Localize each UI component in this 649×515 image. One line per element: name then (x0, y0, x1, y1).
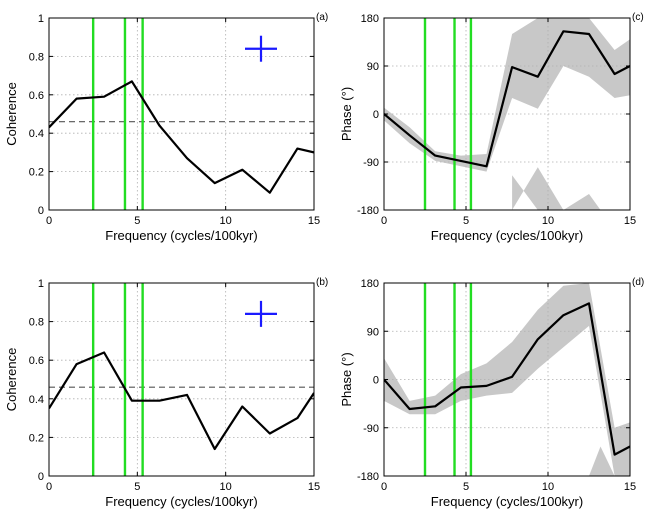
x-tick-label: 10 (542, 481, 554, 493)
x-axis-label: Frequency (cycles/100kyr) (431, 228, 583, 243)
y-tick-label: 0.2 (29, 167, 44, 179)
x-tick-label: 10 (220, 215, 232, 227)
y-tick-label: 1 (38, 278, 44, 290)
x-tick-label: 15 (624, 481, 636, 493)
y-tick-label: 0.2 (29, 432, 44, 444)
plus-marker (245, 300, 277, 327)
y-tick-label: 0.6 (29, 90, 44, 102)
y-tick-label: -180 (357, 205, 379, 217)
x-tick-label: 15 (624, 215, 636, 227)
series-line (384, 302, 630, 456)
x-tick-label: 0 (381, 481, 387, 493)
y-axis-label: Phase (°) (339, 352, 354, 406)
series-line (49, 351, 314, 451)
panel-label: (a) (316, 12, 328, 23)
plot-area (49, 18, 314, 210)
panel-label: (d) (632, 277, 644, 288)
y-tick-label: -180 (357, 471, 379, 483)
axes-frame (48, 282, 315, 477)
panel-c: 0 5 10 15 -180 -90 0 90 180 Frequency (cycles/100… (339, 12, 644, 243)
x-tick-label: 0 (381, 215, 387, 227)
series-line (49, 80, 314, 194)
y-tick-label: 0.4 (29, 128, 44, 140)
x-tick-label: 5 (463, 215, 469, 227)
x-axis-label: Frequency (cycles/100kyr) (105, 494, 257, 509)
y-tick-label: 90 (367, 61, 379, 73)
panel-a: 0 5 10 15 0 0.2 0.4 0.6 0.8 1 Frequency (cycles/10… (4, 12, 328, 243)
plot-area (384, 283, 630, 476)
panel-b: 0 5 10 15 0 0.2 0.4 0.6 0.8 1 Frequency (cycles/10… (4, 277, 328, 509)
x-tick-label: 0 (46, 215, 52, 227)
panel-label: (c) (632, 12, 644, 23)
x-tick-label: 0 (46, 481, 52, 493)
y-axis-label: Coherence (4, 348, 19, 412)
plot-area (384, 18, 630, 210)
x-tick-label: 5 (134, 481, 140, 493)
x-tick-label: 5 (134, 215, 140, 227)
plot-area (49, 283, 314, 476)
y-tick-label: 0 (38, 471, 44, 483)
x-tick-label: 15 (308, 481, 320, 493)
panel-d: 0 5 10 15 -180 -90 0 90 180 Frequency (cycles/100… (339, 277, 644, 509)
x-tick-label: 15 (308, 215, 320, 227)
y-axis-label: Phase (°) (339, 87, 354, 141)
y-tick-label: 0 (38, 205, 44, 217)
confidence-band (512, 167, 564, 210)
confidence-band (589, 446, 615, 476)
confidence-band (384, 18, 630, 172)
y-tick-label: 0.4 (29, 394, 44, 406)
y-tick-label: 180 (361, 278, 379, 290)
y-tick-label: 0 (373, 109, 379, 121)
y-tick-label: 0.8 (29, 51, 44, 63)
y-tick-label: 0.8 (29, 317, 44, 329)
x-axis-label: Frequency (cycles/100kyr) (431, 494, 583, 509)
series-line (384, 30, 630, 168)
x-tick-label: 10 (220, 481, 232, 493)
x-tick-label: 10 (542, 215, 554, 227)
y-tick-label: -90 (363, 157, 379, 169)
y-tick-label: 90 (367, 326, 379, 338)
y-axis-label: Coherence (4, 82, 19, 146)
plus-marker (245, 35, 277, 62)
panel-label: (b) (316, 277, 328, 288)
confidence-band (563, 194, 601, 210)
y-tick-label: 180 (361, 13, 379, 25)
y-tick-label: 0 (373, 375, 379, 387)
y-tick-label: 1 (38, 13, 44, 25)
x-tick-label: 5 (463, 481, 469, 493)
x-axis-label: Frequency (cycles/100kyr) (105, 228, 257, 243)
y-tick-label: 0.6 (29, 355, 44, 367)
axes-frame (48, 17, 315, 211)
y-tick-label: -90 (363, 423, 379, 435)
